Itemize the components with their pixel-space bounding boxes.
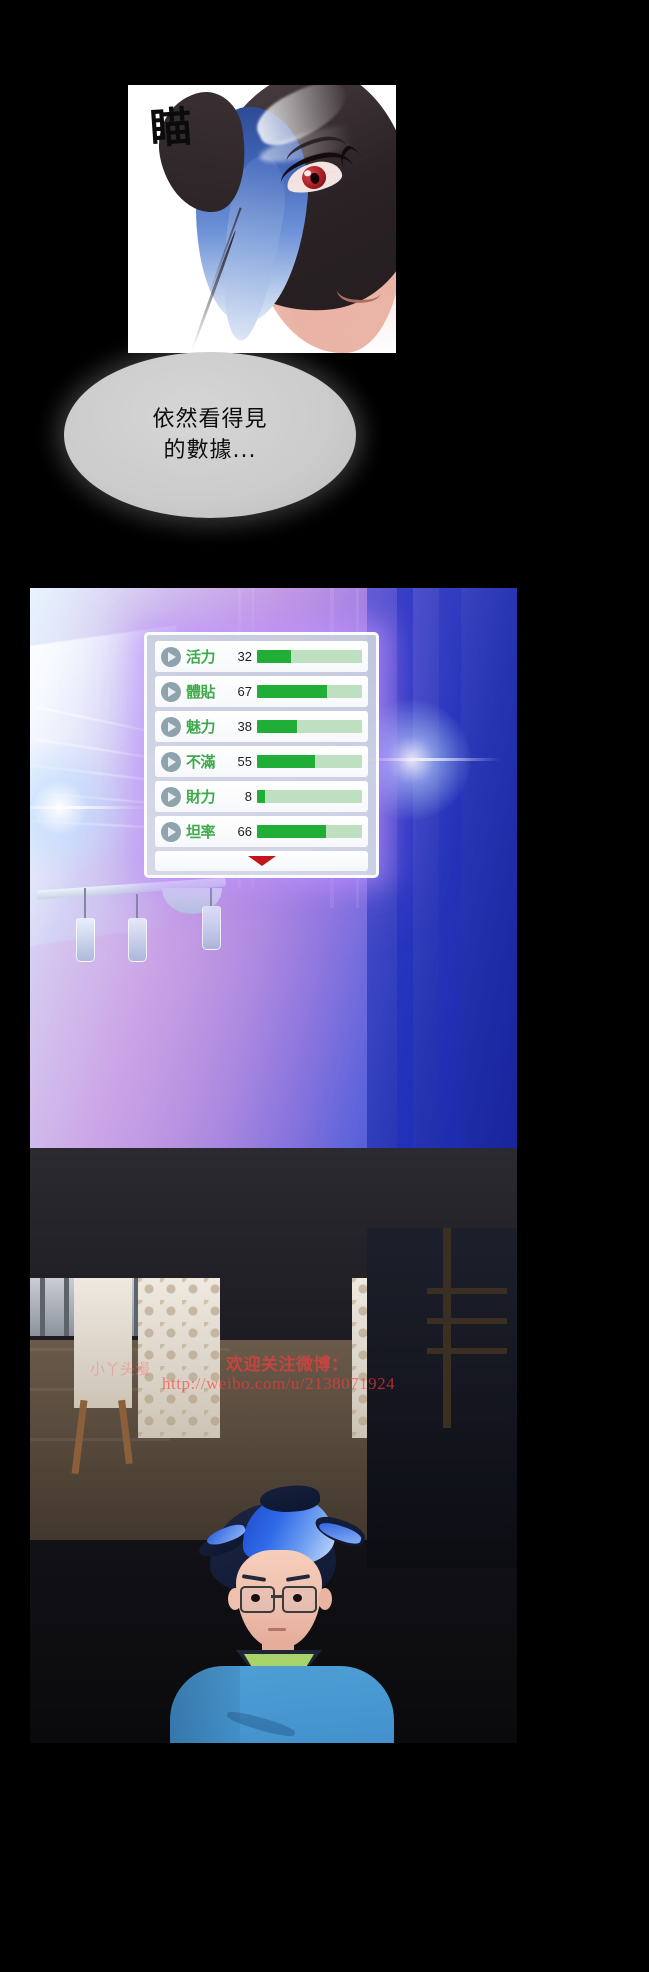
play-icon[interactable]	[161, 681, 181, 702]
pendant-lamp	[128, 918, 147, 962]
stat-value: 8	[244, 789, 252, 804]
window-frame-bar	[443, 1228, 451, 1428]
stat-row-consideration[interactable]: 體貼 67	[155, 676, 368, 707]
stat-value: 67	[237, 684, 252, 699]
thought-bubble: 依然看得見 的數據...	[64, 352, 356, 518]
character-eye-right	[293, 1594, 302, 1602]
status-window-footer[interactable]	[155, 851, 368, 871]
stat-label: 不滿	[186, 753, 216, 771]
character-ear-right	[318, 1588, 332, 1610]
floor-tile	[30, 1438, 170, 1441]
stat-label: 坦率	[186, 823, 216, 841]
stat-label: 魅力	[186, 718, 216, 736]
stat-value: 32	[237, 649, 252, 664]
glasses-lens-left	[240, 1586, 275, 1613]
wall-blue-strip	[397, 588, 413, 1148]
railing-slat	[64, 1278, 69, 1336]
chevron-down-icon[interactable]	[247, 856, 276, 866]
status-window[interactable]: 活力 32 體貼 67 魅力 38 不滿 55	[144, 632, 379, 878]
stat-row-dissatisfaction[interactable]: 不滿 55	[155, 746, 368, 777]
window-right-dark	[367, 1228, 517, 1568]
stat-label: 體貼	[186, 683, 216, 701]
panel-1: 瞄	[128, 85, 396, 353]
character-eye-left	[251, 1594, 260, 1602]
stat-bar	[257, 720, 362, 733]
window-frame-bar	[427, 1288, 507, 1294]
sfx-text-panel-1: 瞄	[148, 101, 195, 154]
chair-left-back	[74, 1278, 132, 1408]
stat-row-charm[interactable]: 魅力 38	[155, 711, 368, 742]
window-frame-bar	[427, 1318, 507, 1324]
pendant-lamp	[202, 906, 221, 950]
stat-row-frankness[interactable]: 坦率 66	[155, 816, 368, 847]
play-icon[interactable]	[161, 646, 181, 667]
play-icon[interactable]	[161, 751, 181, 772]
character-sweater	[170, 1666, 394, 1743]
pendant-lamp	[76, 918, 95, 962]
stat-bar	[257, 755, 362, 768]
stat-value: 55	[237, 754, 252, 769]
stat-label: 財力	[186, 788, 216, 806]
character-face	[236, 1550, 322, 1648]
railing-slat	[40, 1278, 45, 1336]
character-ear-left	[228, 1588, 242, 1610]
lens-flare-streak	[341, 758, 501, 761]
panel-2: 苦思 活力 32 體貼 67 魅力 38	[30, 588, 517, 1743]
stat-row-wealth[interactable]: 財力 8	[155, 781, 368, 812]
stat-label: 活力	[186, 648, 216, 666]
railing-slat	[134, 1278, 139, 1336]
play-icon[interactable]	[161, 716, 181, 737]
play-icon[interactable]	[161, 786, 181, 807]
lamp-cord	[84, 888, 86, 920]
bubble-line-1: 依然看得見	[152, 406, 268, 432]
window-frame-bar	[427, 1348, 507, 1354]
play-icon[interactable]	[161, 821, 181, 842]
lamp-cord	[210, 888, 212, 908]
stat-bar	[257, 650, 362, 663]
character-mouth	[268, 1628, 286, 1631]
stat-row-vitality[interactable]: 活力 32	[155, 641, 368, 672]
wall-right-blue	[367, 588, 517, 1148]
stat-bar	[257, 825, 362, 838]
lamp-cord	[136, 894, 138, 920]
glasses-bridge	[271, 1595, 282, 1598]
stat-bar	[257, 790, 362, 803]
bubble-line-2: 的數據...	[163, 438, 257, 463]
wall-blue-strip	[439, 588, 461, 1148]
watermark-faint-text: 小丫头漫	[90, 1360, 151, 1378]
chair-fabric-pattern	[138, 1278, 220, 1438]
lens-flare-streak	[30, 806, 160, 809]
stat-value: 38	[237, 719, 252, 734]
stat-bar	[257, 685, 362, 698]
stat-value: 66	[237, 824, 252, 839]
